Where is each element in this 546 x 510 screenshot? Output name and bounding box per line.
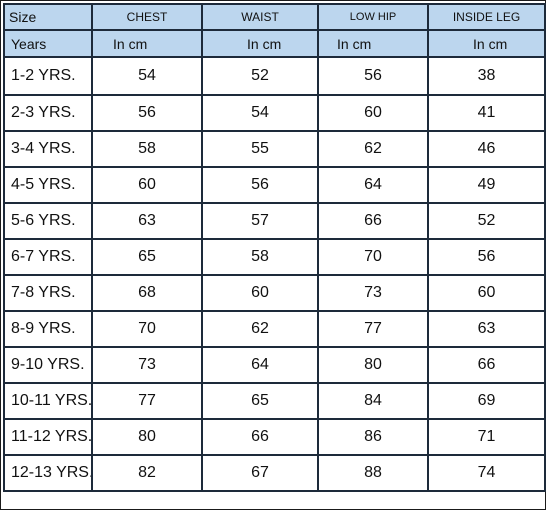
waist-cell: 60 xyxy=(201,274,319,312)
low-hip-cell: 88 xyxy=(317,454,429,492)
low-hip-cell: 80 xyxy=(317,346,429,384)
table-row: 6-7 YRS. 65 58 70 56 xyxy=(3,238,546,276)
header-inside-leg: INSIDE LEG xyxy=(427,3,546,31)
size-cell: 11-12 YRS. xyxy=(3,418,93,456)
inside-leg-cell: 63 xyxy=(427,310,546,348)
low-hip-cell: 64 xyxy=(317,166,429,204)
waist-cell: 52 xyxy=(201,56,319,96)
waist-cell: 62 xyxy=(201,310,319,348)
waist-cell: 64 xyxy=(201,346,319,384)
waist-cell: 54 xyxy=(201,94,319,132)
size-cell: 5-6 YRS. xyxy=(3,202,93,240)
table-row: 7-8 YRS. 68 60 73 60 xyxy=(3,274,546,312)
inside-leg-cell: 69 xyxy=(427,382,546,420)
low-hip-cell: 62 xyxy=(317,130,429,168)
table-row: 2-3 YRS. 56 54 60 41 xyxy=(3,94,546,132)
chest-cell: 73 xyxy=(91,346,203,384)
header-waist: WAIST xyxy=(201,3,319,31)
size-cell: 2-3 YRS. xyxy=(3,94,93,132)
inside-leg-cell: 56 xyxy=(427,238,546,276)
low-hip-cell: 86 xyxy=(317,418,429,456)
table-row: 9-10 YRS. 73 64 80 66 xyxy=(3,346,546,384)
header-chest: CHEST xyxy=(91,3,203,31)
chest-cell: 60 xyxy=(91,166,203,204)
size-cell: 7-8 YRS. xyxy=(3,274,93,312)
header-row: Size CHEST WAIST LOW HIP INSIDE LEG xyxy=(3,3,546,31)
size-cell: 1-2 YRS. xyxy=(3,56,93,96)
size-chart-table: Size CHEST WAIST LOW HIP INSIDE LEG Year… xyxy=(3,3,546,492)
chest-cell: 68 xyxy=(91,274,203,312)
units-chest: In cm xyxy=(91,29,203,58)
chest-cell: 70 xyxy=(91,310,203,348)
low-hip-cell: 73 xyxy=(317,274,429,312)
inside-leg-cell: 38 xyxy=(427,56,546,96)
header-size: Size xyxy=(3,3,93,31)
waist-cell: 57 xyxy=(201,202,319,240)
waist-cell: 65 xyxy=(201,382,319,420)
waist-cell: 66 xyxy=(201,418,319,456)
units-low-hip: In cm xyxy=(317,29,429,58)
size-cell: 6-7 YRS. xyxy=(3,238,93,276)
size-cell: 3-4 YRS. xyxy=(3,130,93,168)
units-inside-leg: In cm xyxy=(427,29,546,58)
low-hip-cell: 56 xyxy=(317,56,429,96)
chest-cell: 65 xyxy=(91,238,203,276)
table-row: 11-12 YRS. 80 66 86 71 xyxy=(3,418,546,456)
table-row: 5-6 YRS. 63 57 66 52 xyxy=(3,202,546,240)
units-years: Years xyxy=(3,29,93,58)
units-row: Years In cm In cm In cm In cm xyxy=(3,29,546,58)
chest-cell: 82 xyxy=(91,454,203,492)
inside-leg-cell: 46 xyxy=(427,130,546,168)
table-row: 12-13 YRS. 82 67 88 74 xyxy=(3,454,546,492)
size-cell: 10-11 YRS. xyxy=(3,382,93,420)
chest-cell: 56 xyxy=(91,94,203,132)
low-hip-cell: 66 xyxy=(317,202,429,240)
inside-leg-cell: 41 xyxy=(427,94,546,132)
waist-cell: 67 xyxy=(201,454,319,492)
inside-leg-cell: 66 xyxy=(427,346,546,384)
chest-cell: 80 xyxy=(91,418,203,456)
low-hip-cell: 70 xyxy=(317,238,429,276)
table-row: 1-2 YRS. 54 52 56 38 xyxy=(3,56,546,96)
waist-cell: 55 xyxy=(201,130,319,168)
table-row: 8-9 YRS. 70 62 77 63 xyxy=(3,310,546,348)
low-hip-cell: 60 xyxy=(317,94,429,132)
chest-cell: 54 xyxy=(91,56,203,96)
low-hip-cell: 84 xyxy=(317,382,429,420)
inside-leg-cell: 71 xyxy=(427,418,546,456)
waist-cell: 56 xyxy=(201,166,319,204)
size-cell: 9-10 YRS. xyxy=(3,346,93,384)
table-row: 10-11 YRS. 77 65 84 69 xyxy=(3,382,546,420)
inside-leg-cell: 52 xyxy=(427,202,546,240)
table-row: 3-4 YRS. 58 55 62 46 xyxy=(3,130,546,168)
units-waist: In cm xyxy=(201,29,319,58)
inside-leg-cell: 74 xyxy=(427,454,546,492)
table-row: 4-5 YRS. 60 56 64 49 xyxy=(3,166,546,204)
chest-cell: 58 xyxy=(91,130,203,168)
size-cell: 8-9 YRS. xyxy=(3,310,93,348)
size-cell: 4-5 YRS. xyxy=(3,166,93,204)
size-cell: 12-13 YRS. xyxy=(3,454,93,492)
chest-cell: 63 xyxy=(91,202,203,240)
inside-leg-cell: 60 xyxy=(427,274,546,312)
inside-leg-cell: 49 xyxy=(427,166,546,204)
waist-cell: 58 xyxy=(201,238,319,276)
chest-cell: 77 xyxy=(91,382,203,420)
low-hip-cell: 77 xyxy=(317,310,429,348)
table-body: 1-2 YRS. 54 52 56 38 2-3 YRS. 56 54 60 41 3-4 YRS.… xyxy=(3,56,546,492)
header-low-hip: LOW HIP xyxy=(317,3,429,31)
